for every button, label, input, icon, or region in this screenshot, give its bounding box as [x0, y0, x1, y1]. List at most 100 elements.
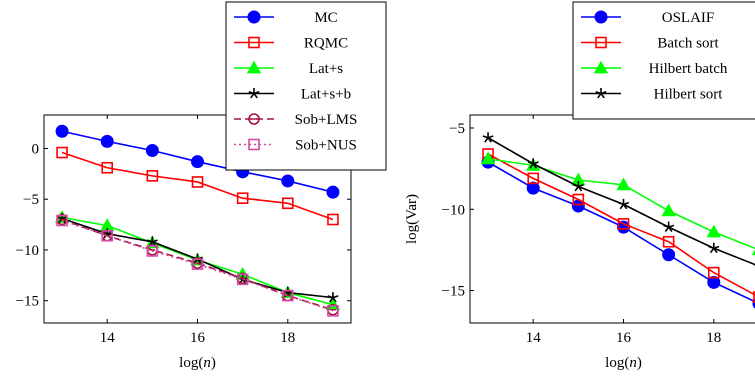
data-point-arm	[482, 135, 489, 139]
data-point-arm	[667, 226, 673, 233]
axes-frame	[469, 114, 755, 324]
data-point	[480, 151, 496, 165]
data-point	[617, 218, 630, 230]
data-point	[616, 177, 631, 191]
x-tick-label: 18	[706, 330, 721, 346]
data-point-arm	[664, 226, 670, 233]
data-point	[708, 242, 720, 254]
legend-marker-arm	[600, 91, 607, 95]
legend-marker-arm	[248, 91, 255, 95]
legend-marker-arm	[595, 91, 602, 95]
x-axis-label-var: n	[629, 355, 637, 371]
data-point	[326, 185, 340, 199]
legend-entry: Batch sort	[581, 36, 719, 52]
data-point-arm	[619, 203, 625, 210]
data-point-arm	[708, 245, 715, 250]
legend-box	[225, 1, 387, 171]
x-axis-label: log(n)	[179, 355, 216, 371]
legend-entry: Hilbert batch	[581, 60, 728, 77]
data-point	[56, 146, 68, 159]
data-point-arm	[668, 224, 675, 228]
y-axis-label: log(Var)	[404, 194, 420, 244]
data-point-arm	[484, 137, 489, 143]
data-point	[145, 144, 159, 158]
x-axis-label: log(n)	[605, 355, 642, 371]
legend-entry: MC	[234, 10, 338, 26]
series-line	[61, 151, 334, 221]
data-point	[661, 203, 676, 217]
x-tick-label: 14	[526, 330, 542, 346]
series-2	[482, 148, 755, 303]
data-point	[617, 220, 630, 234]
data-point	[101, 161, 114, 174]
data-point-arm	[532, 163, 538, 169]
data-point	[56, 214, 68, 227]
series-4	[482, 132, 755, 266]
legend-label: Batch sort	[657, 36, 719, 52]
data-point-arm	[527, 161, 534, 165]
data-point-arm	[663, 224, 669, 228]
legend-marker	[594, 10, 608, 24]
legend: OSLAIF Batch sort Hilbert batch Hilbert sor…	[572, 1, 755, 120]
data-point	[572, 193, 585, 206]
data-point	[572, 181, 584, 192]
data-point-arm	[623, 201, 629, 206]
data-point-arm	[578, 184, 584, 188]
data-point	[618, 198, 629, 210]
data-point	[191, 155, 204, 169]
legend-label: Sob+LMS	[295, 112, 358, 128]
y-tick-label: −10	[16, 243, 39, 259]
legend-marker-arm	[250, 93, 255, 99]
data-point	[101, 229, 114, 242]
data-point-arm	[709, 247, 715, 254]
data-point-arm	[622, 203, 628, 210]
data-point	[327, 305, 339, 317]
data-point	[327, 213, 339, 226]
legend-entry: Hilbert sort	[581, 87, 723, 103]
data-point	[527, 158, 539, 169]
data-point	[707, 275, 721, 289]
y-tick-label: −15	[16, 294, 39, 310]
data-point	[281, 197, 294, 210]
data-point	[706, 224, 721, 238]
data-point-arm	[329, 297, 334, 303]
data-point-arm	[618, 201, 624, 206]
data-point-arm	[532, 161, 539, 165]
legend-entry: Lat+s+b	[234, 87, 351, 103]
legend-label: RQMC	[304, 36, 348, 52]
x-tick-label: 18	[280, 330, 295, 346]
data-point	[482, 132, 494, 143]
legend-marker	[248, 113, 260, 125]
legend-marker	[248, 36, 260, 49]
legend-label: Lat+s+b	[301, 87, 351, 103]
y-tick-label: −10	[442, 202, 465, 218]
data-point	[527, 172, 540, 185]
x-axis-label-pre: log(	[605, 355, 629, 371]
x-tick-label: 16	[616, 330, 632, 346]
legend-marker-arm	[253, 91, 260, 95]
data-point	[191, 258, 204, 270]
data-point-arm	[574, 186, 580, 192]
legend-marker	[247, 10, 261, 24]
y-tick-label: 0	[32, 141, 40, 157]
data-point	[662, 235, 675, 248]
legend-marker	[593, 60, 609, 74]
legend-marker	[248, 138, 260, 151]
legend-entry: OSLAIF	[581, 10, 714, 26]
data-point-arm	[572, 184, 579, 188]
x-axis-label-var: n	[203, 355, 211, 371]
legend-label: MC	[314, 10, 337, 26]
x-tick-label: 16	[190, 330, 206, 346]
data-point	[236, 273, 249, 286]
data-point	[526, 181, 540, 195]
data-point	[146, 245, 159, 257]
data-point	[191, 176, 204, 188]
data-point	[100, 134, 114, 148]
data-point	[55, 124, 69, 138]
legend-entry: Lat+s	[234, 60, 343, 77]
data-point-arm	[487, 135, 494, 139]
legend-label: OSLAIF	[662, 10, 715, 26]
legend-marker	[248, 88, 260, 99]
